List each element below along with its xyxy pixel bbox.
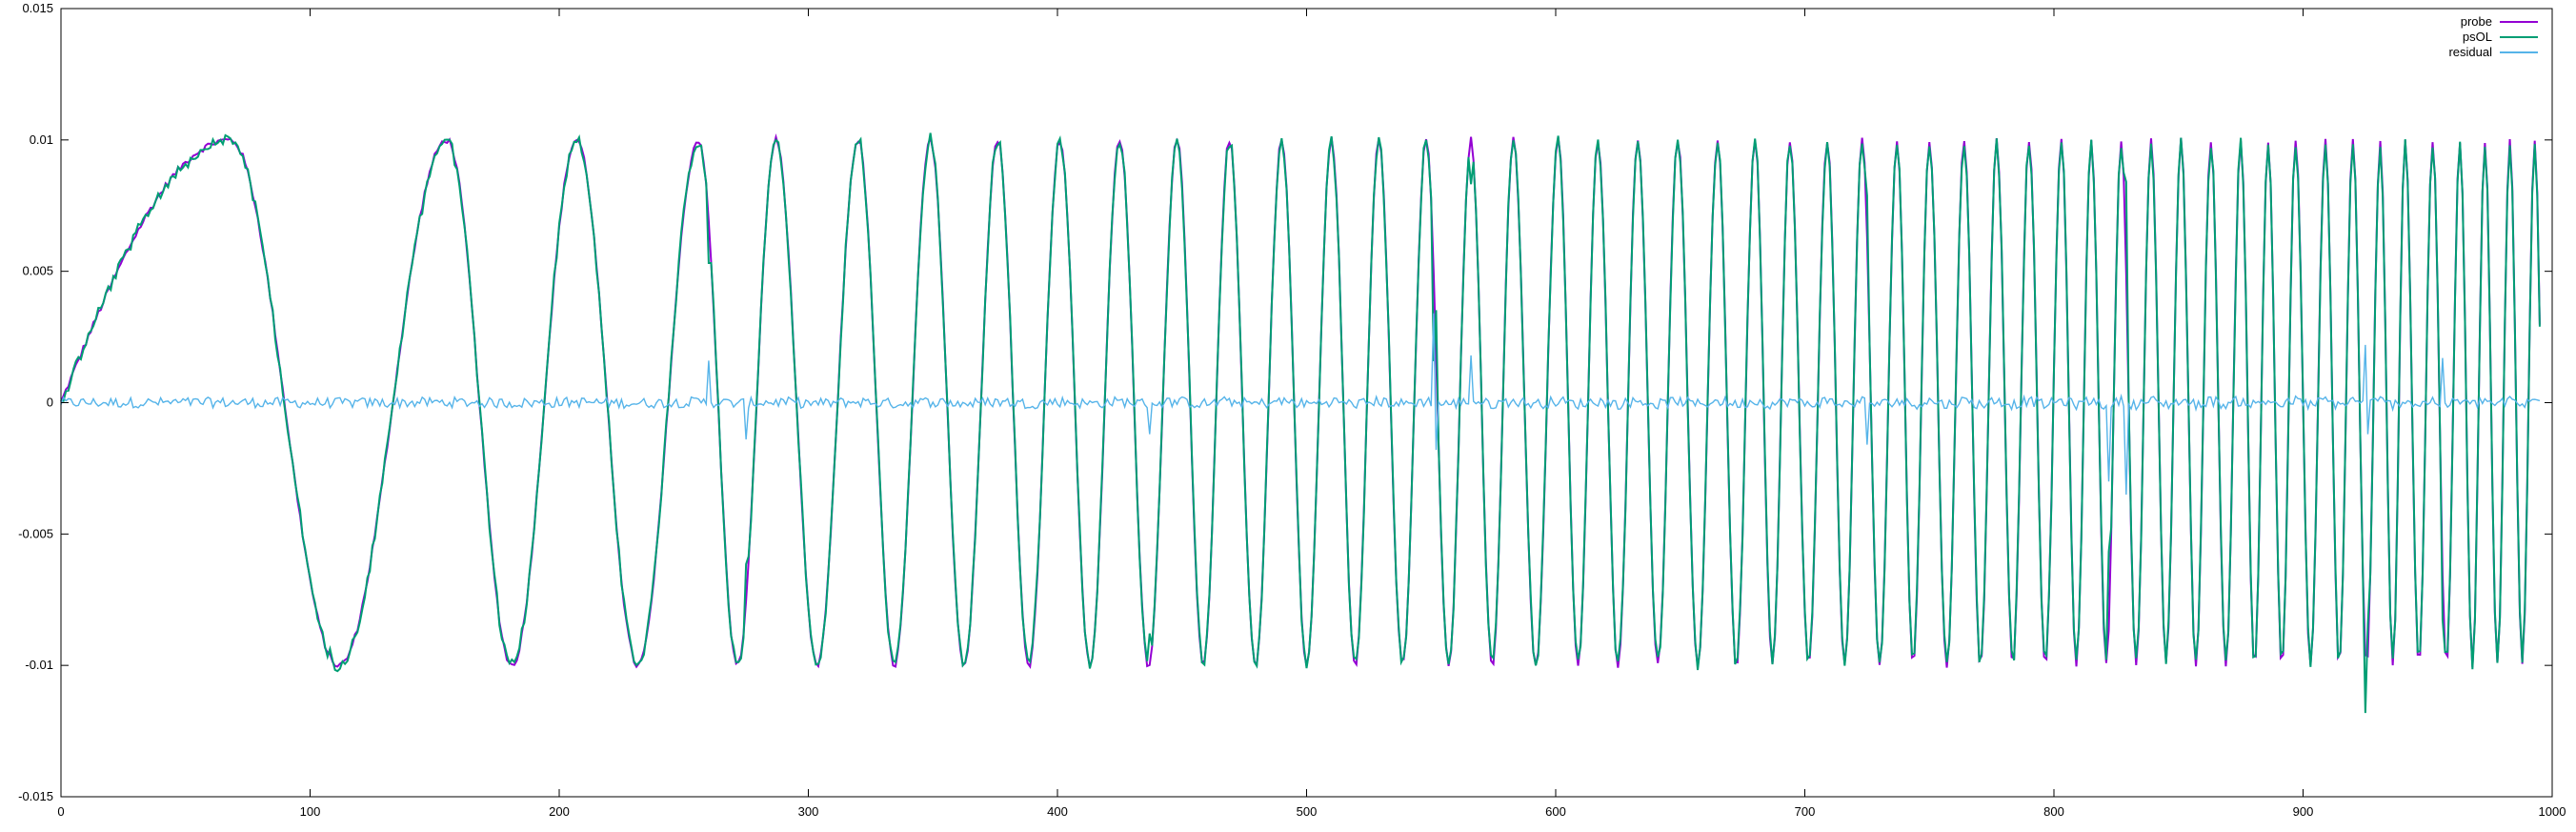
y-tick-label: 0.005 bbox=[22, 264, 53, 278]
y-tick-label: -0.01 bbox=[25, 658, 53, 672]
x-tick-label: 400 bbox=[1047, 804, 1068, 819]
series-line-psol bbox=[60, 132, 2541, 714]
x-tick-label: 600 bbox=[1545, 804, 1566, 819]
y-tick-label: 0 bbox=[47, 396, 53, 410]
x-tick-label: 200 bbox=[549, 804, 570, 819]
x-tick-label: 1000 bbox=[2539, 804, 2566, 819]
y-tick-label: -0.015 bbox=[18, 789, 53, 803]
x-tick-label: 800 bbox=[2043, 804, 2064, 819]
y-tick-label: 0.01 bbox=[30, 132, 53, 147]
legend-label: residual bbox=[2448, 45, 2492, 59]
x-tick-label: 700 bbox=[1795, 804, 1816, 819]
x-tick-label: 500 bbox=[1297, 804, 1318, 819]
y-tick-label: 0.015 bbox=[22, 1, 53, 15]
x-tick-label: 0 bbox=[57, 804, 64, 819]
x-tick-label: 900 bbox=[2293, 804, 2314, 819]
legend-label: probe bbox=[2461, 14, 2492, 29]
y-tick-label: -0.005 bbox=[18, 526, 53, 540]
plot-lines bbox=[60, 132, 2541, 714]
x-tick-label: 100 bbox=[300, 804, 321, 819]
legend-label: psOL bbox=[2463, 30, 2492, 44]
axes: 0 100 200 300 400 500 600 700 800 900 1000 0.015 0.0… bbox=[18, 1, 2566, 819]
series-line-residual bbox=[60, 313, 2541, 495]
x-tick-label: 300 bbox=[798, 804, 819, 819]
